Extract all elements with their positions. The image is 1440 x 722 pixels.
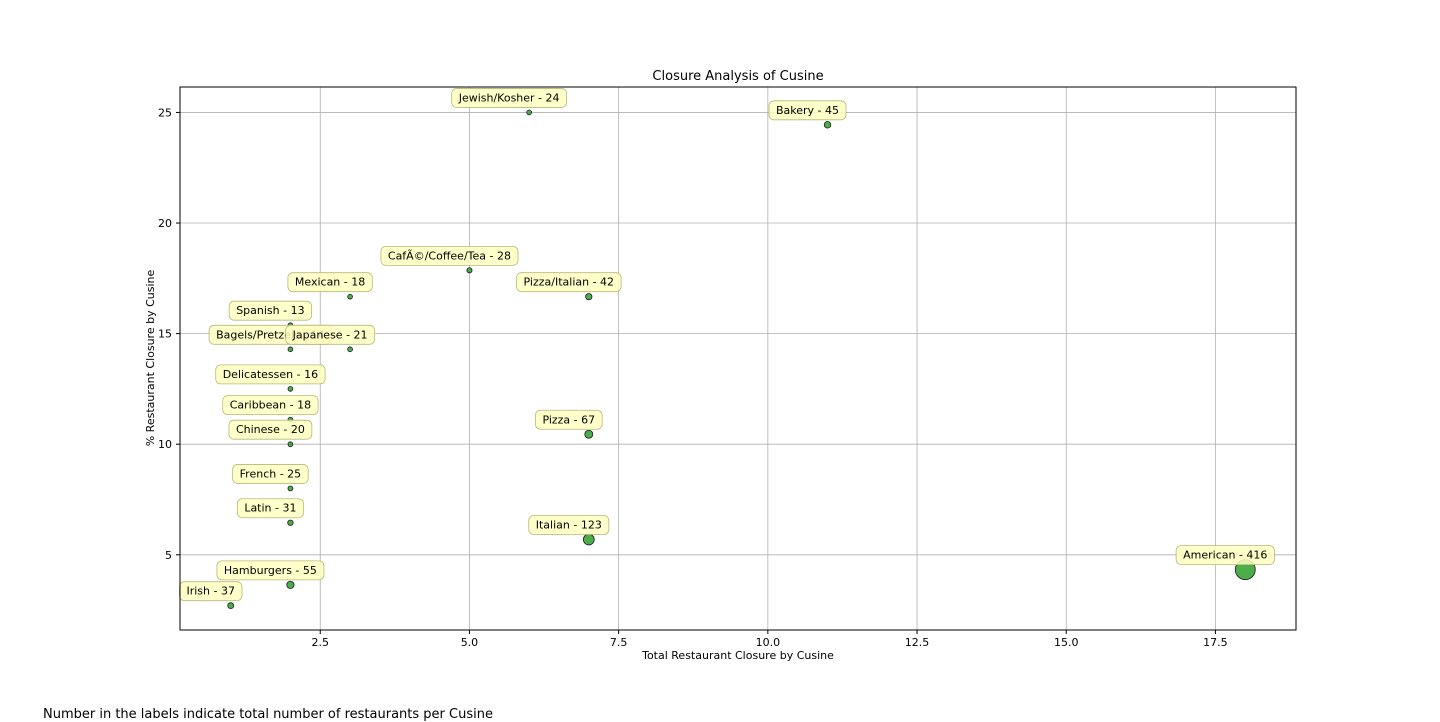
y-axis-ticks: 5 10 15 20 25 (158, 106, 180, 562)
y-tick-label: 5 (165, 549, 172, 562)
data-label-text: Latin - 31 (244, 502, 296, 515)
data-label: Spanish - 13 (228, 300, 313, 321)
data-label-box (287, 272, 373, 293)
y-tick-label: 20 (158, 217, 172, 230)
data-point (287, 441, 294, 448)
data-label: Delicatessen - 16 (215, 364, 326, 385)
data-label: Italian - 123 (528, 515, 610, 535)
data-label-box (516, 272, 622, 293)
data-labels: Jewish/Kosher - 24 Bakery - 45 CafÃ©/Coffe… (179, 88, 1275, 602)
data-point (227, 602, 235, 610)
data-label-box (528, 515, 610, 535)
chart-title: Closure Analysis of Cusine (652, 69, 823, 84)
x-tick-label: 7.5 (610, 636, 628, 649)
data-label-box (228, 419, 313, 440)
data-label-box (222, 395, 319, 416)
data-label: Pizza/Italian - 42 (516, 272, 622, 293)
scatter-chart: Jewish/Kosher - 24 Bakery - 45 CafÃ©/Coffe… (144, 69, 1297, 662)
data-label: Mexican - 18 (287, 272, 373, 293)
data-point (584, 429, 594, 439)
data-label-box (216, 560, 325, 581)
data-label-box (768, 100, 847, 121)
data-label: Bakery - 45 (768, 100, 847, 121)
data-label-text: American - 416 (1183, 549, 1267, 562)
data-label-box (215, 364, 326, 385)
data-label-text: Irish - 37 (186, 585, 235, 598)
data-label-box (228, 300, 313, 321)
data-label-text: Pizza/Italian - 42 (524, 276, 615, 289)
data-label-text: Hamburgers - 55 (224, 564, 317, 577)
x-axis-title: Total Restaurant Closure by Cusine (641, 649, 834, 662)
data-point (526, 109, 532, 116)
data-label-box (236, 498, 304, 519)
data-label-box (380, 245, 519, 266)
x-tick-label: 10.0 (756, 636, 781, 649)
data-label: American - 416 (1175, 545, 1275, 566)
footnote: Number in the labels indicate total numb… (43, 707, 493, 722)
grid-lines (180, 87, 1296, 630)
data-label: French - 25 (232, 464, 309, 484)
x-tick-label: 12.5 (905, 636, 930, 649)
data-point (585, 293, 593, 301)
data-point (347, 293, 353, 300)
x-axis-ticks: 2.5 5.0 7.5 10.0 12.5 15.0 17.5 (311, 630, 1228, 649)
data-point (347, 346, 353, 353)
data-label-box (535, 409, 603, 430)
y-tick-label: 15 (158, 328, 172, 341)
data-label-box (179, 581, 243, 602)
plot-area (180, 87, 1296, 630)
data-label: Japanese - 21 (285, 324, 375, 345)
data-label: CafÃ©/Coffee/Tea - 28 (380, 245, 519, 266)
x-tick-label: 17.5 (1203, 636, 1228, 649)
data-label-text: Caribbean - 18 (230, 399, 311, 412)
data-label: Chinese - 20 (228, 419, 313, 440)
data-label: Hamburgers - 55 (216, 560, 325, 581)
data-label-text: Pizza - 67 (542, 413, 595, 426)
data-point (582, 533, 595, 546)
y-tick-label: 25 (158, 106, 172, 119)
data-label-text: Spanish - 13 (236, 304, 304, 317)
data-label: Pizza - 67 (535, 409, 603, 430)
y-axis-title: % Restaurant Closure by Cusine (144, 270, 157, 447)
data-point (466, 267, 473, 274)
data-point (287, 485, 294, 492)
data-label: Irish - 37 (179, 581, 243, 602)
data-label-text: CafÃ©/Coffee/Tea - 28 (388, 249, 511, 262)
data-label-text: Japanese - 21 (292, 328, 368, 341)
x-tick-label: 15.0 (1054, 636, 1079, 649)
data-point (287, 346, 294, 353)
data-label: Latin - 31 (236, 498, 304, 519)
data-label-text: Jewish/Kosher - 24 (458, 91, 560, 104)
data-label-box (1175, 545, 1275, 566)
data-label-text: French - 25 (240, 467, 302, 480)
data-label-text: Italian - 123 (536, 519, 602, 532)
data-point (287, 519, 294, 526)
data-point (287, 386, 294, 392)
data-label-text: Bakery - 45 (776, 104, 839, 117)
x-tick-label: 5.0 (461, 636, 479, 649)
data-label: Caribbean - 18 (222, 395, 319, 416)
data-label-text: Chinese - 20 (236, 423, 305, 436)
data-label-box (232, 464, 309, 484)
data-label: Jewish/Kosher - 24 (451, 88, 567, 108)
data-label-text: Delicatessen - 16 (223, 368, 318, 381)
data-point (286, 580, 295, 589)
data-label-box (285, 324, 375, 345)
data-label-box (451, 88, 567, 108)
data-point (823, 121, 832, 129)
x-tick-label: 2.5 (311, 636, 329, 649)
data-label-text: Mexican - 18 (295, 276, 365, 289)
plot-frame (179, 86, 1297, 631)
y-tick-label: 10 (158, 438, 172, 451)
